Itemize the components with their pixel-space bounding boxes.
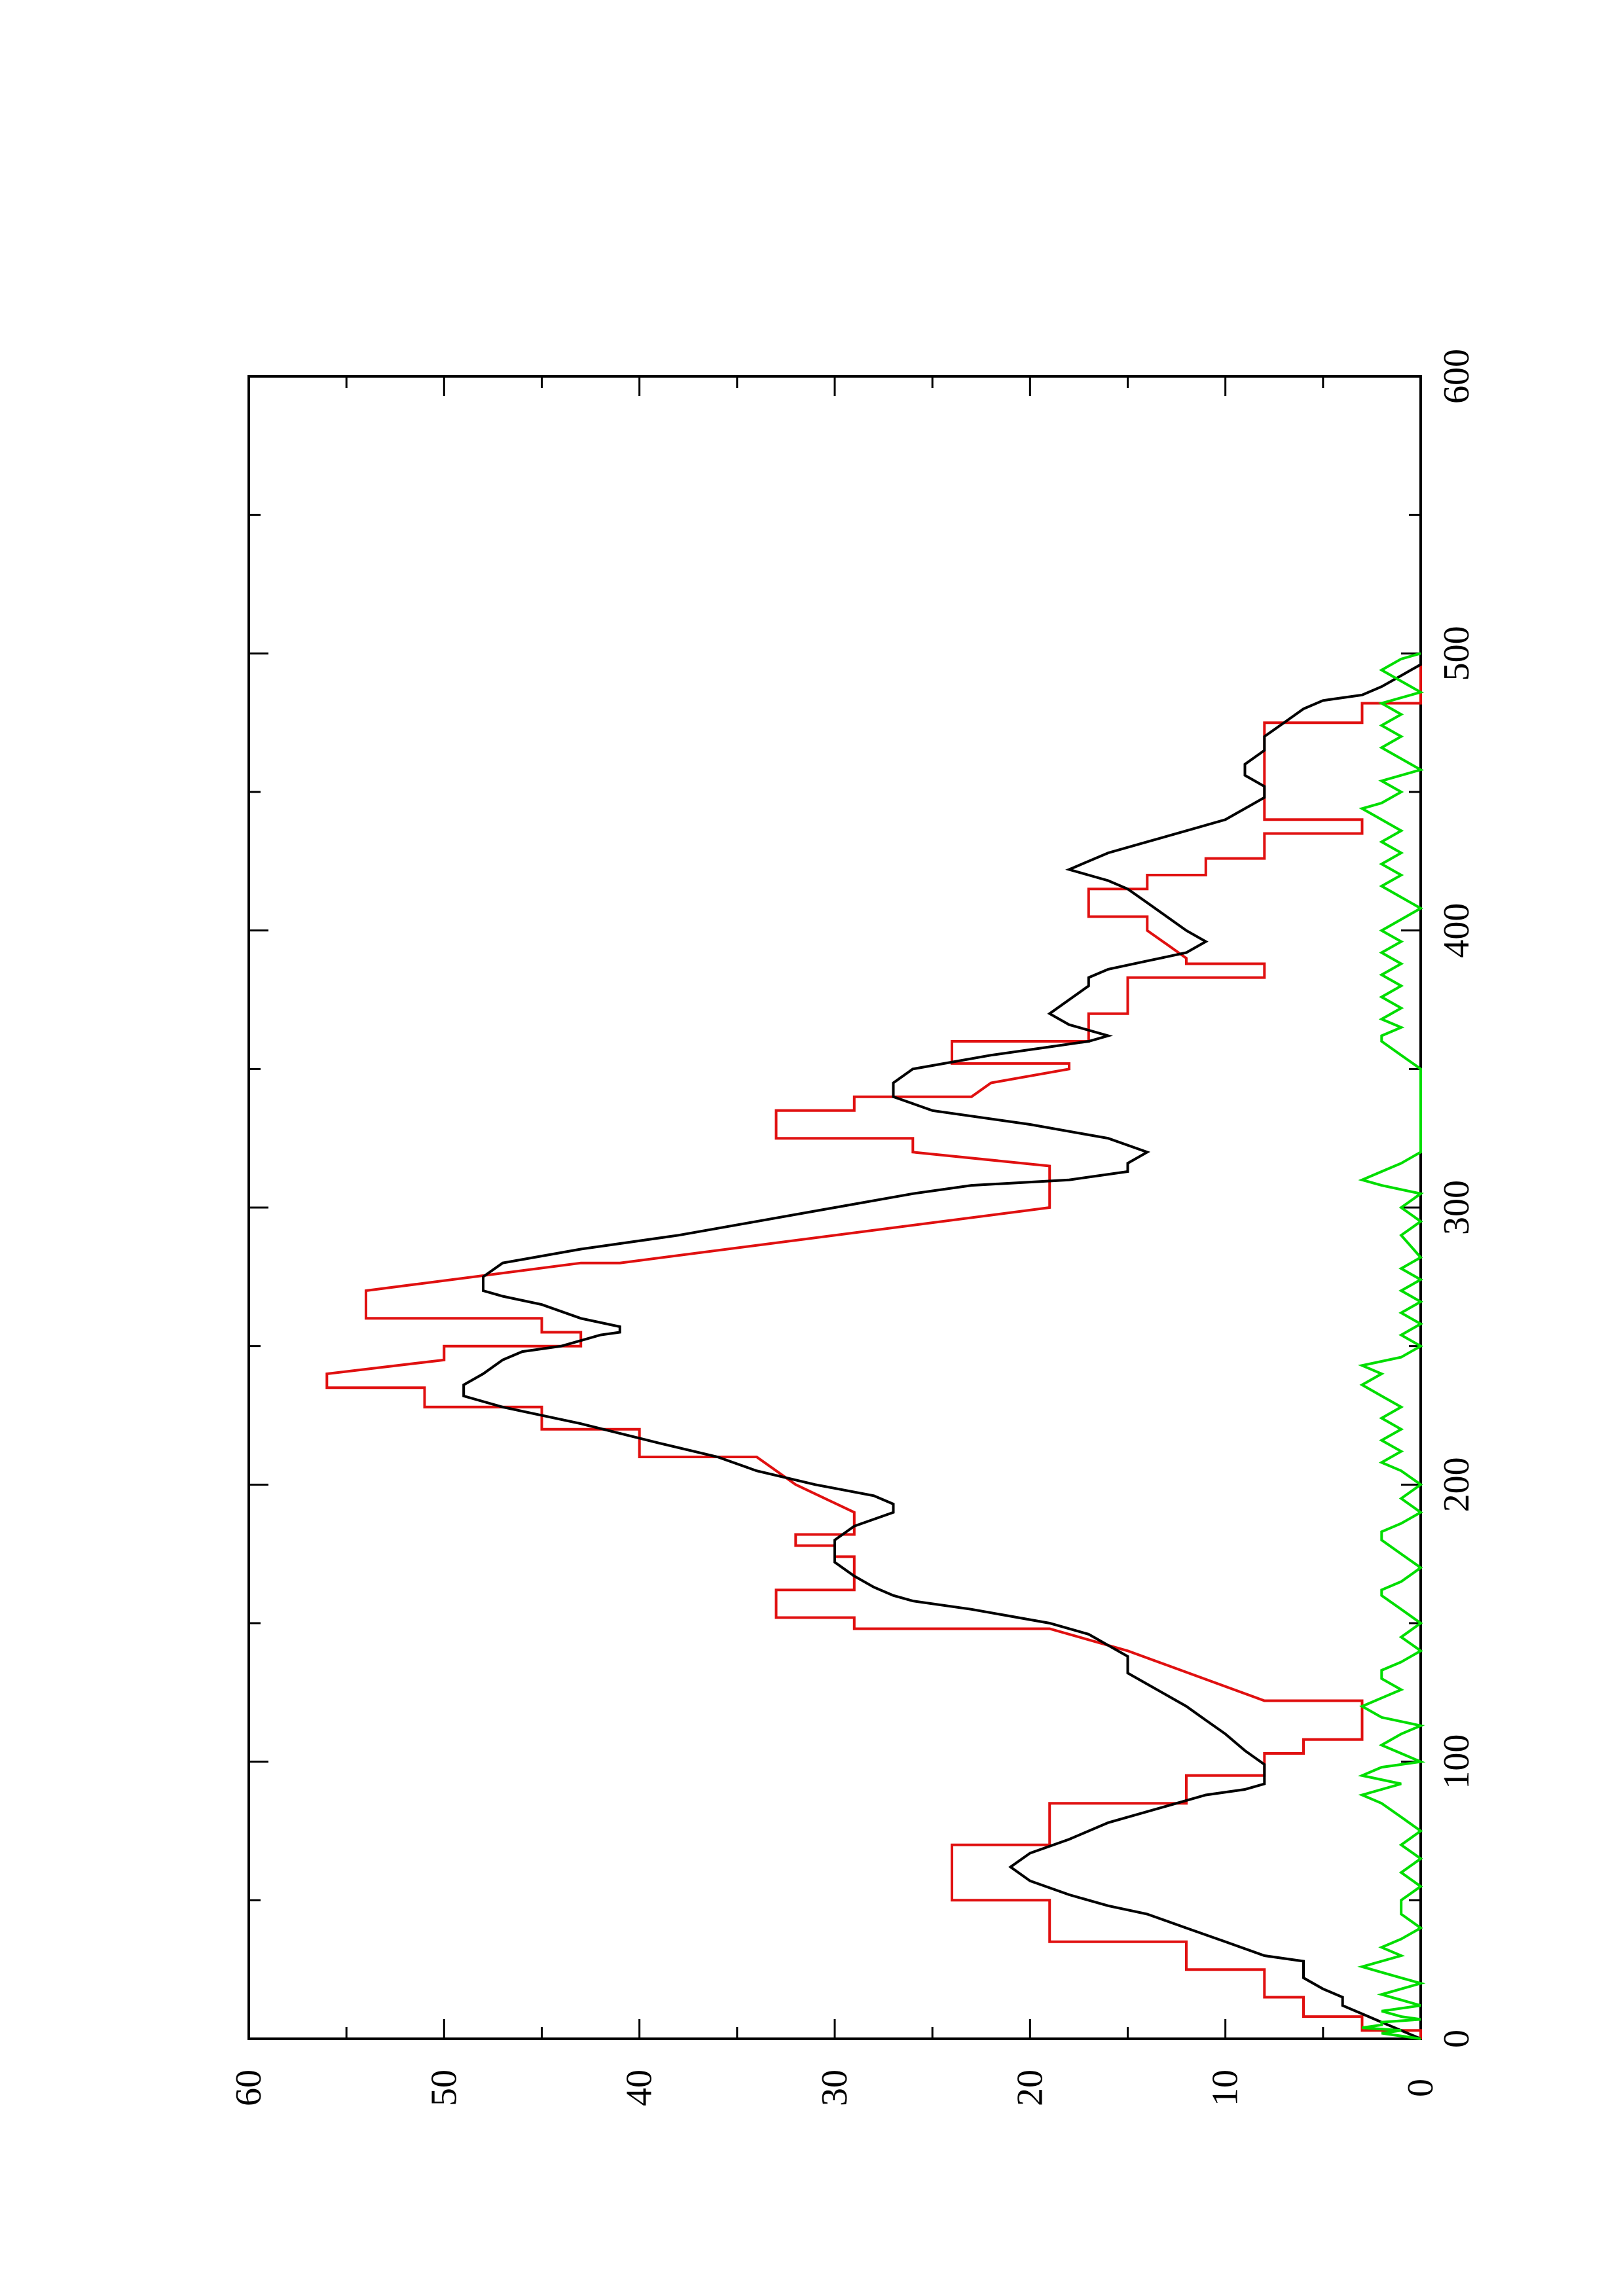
data-series — [325, 652, 1426, 2040]
x-tick-label: 200 — [1436, 1457, 1477, 1512]
x-tick-label: 500 — [1436, 626, 1477, 681]
x-tick-label: 400 — [1436, 903, 1477, 958]
y-tick-label: 0 — [1400, 2079, 1441, 2097]
y-tick-label: 20 — [1010, 2070, 1050, 2106]
series-line-2 — [462, 653, 1422, 2040]
x-tick-label: 300 — [1436, 1180, 1477, 1235]
x-tick-label: 600 — [1436, 349, 1477, 404]
y-tick-label: 10 — [1205, 2070, 1246, 2106]
series-line-1 — [325, 653, 1422, 2039]
y-tick-label: 50 — [424, 2070, 464, 2106]
series-line-3 — [1357, 652, 1426, 2040]
y-tick-label: 40 — [619, 2070, 660, 2106]
y-tick-label: 60 — [228, 2070, 269, 2106]
y-tick-label: 30 — [814, 2070, 855, 2106]
x-tick-label: 0 — [1436, 2030, 1477, 2048]
axis-ticks — [247, 375, 1422, 2040]
tick-labels: 0 100 200 300 400 500 600 0 10 20 30 40 50 60 — [228, 349, 1477, 2106]
x-tick-label: 100 — [1436, 1734, 1477, 1789]
